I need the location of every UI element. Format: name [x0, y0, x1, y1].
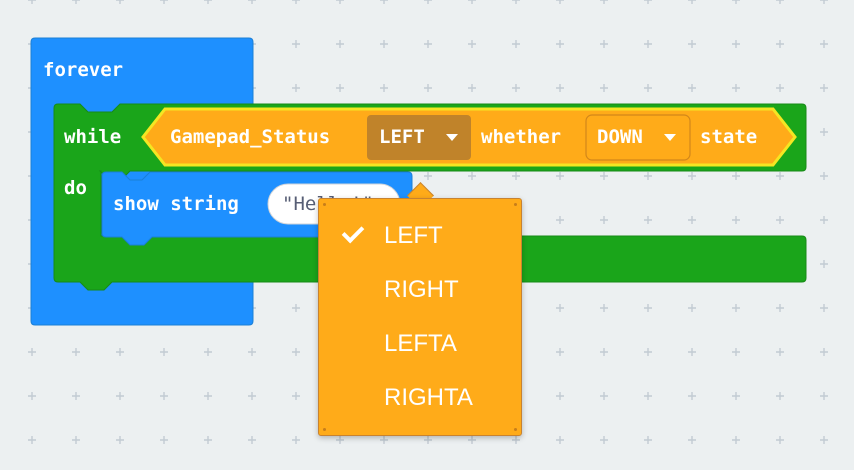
menu-item-righta[interactable]: RIGHTA: [319, 373, 521, 423]
gamepad-status-label: Gamepad_Status: [170, 126, 331, 148]
do-label: do: [64, 177, 87, 199]
menu-item-label: RIGHT: [384, 276, 459, 303]
state-label: state: [700, 126, 758, 148]
button-dropdown-arrow-icon[interactable]: [446, 134, 458, 141]
state-dropdown-field[interactable]: [585, 114, 691, 161]
dropdown-menu[interactable]: LEFT RIGHT LEFTA RIGHTA: [318, 198, 522, 436]
menu-item-label: LEFTA: [384, 330, 457, 357]
while-label: while: [64, 126, 122, 148]
checkmark-icon: [341, 220, 365, 244]
state-dropdown-arrow-icon[interactable]: [664, 134, 676, 141]
forever-label: forever: [43, 59, 124, 81]
menu-corner-dot: [514, 203, 517, 206]
menu-item-label: RIGHTA: [384, 384, 473, 411]
state-dropdown-value[interactable]: DOWN: [597, 126, 643, 148]
show-string-label: show string: [113, 193, 239, 215]
whether-label: whether: [481, 126, 562, 148]
menu-item-left[interactable]: LEFT: [319, 211, 521, 261]
menu-corner-dot: [514, 428, 517, 431]
menu-corner-dot: [323, 428, 326, 431]
menu-item-label: LEFT: [384, 222, 443, 249]
menu-item-lefta[interactable]: LEFTA: [319, 319, 521, 369]
button-dropdown-field[interactable]: [367, 115, 471, 160]
menu-corner-dot: [323, 203, 326, 206]
menu-item-right[interactable]: RIGHT: [319, 265, 521, 315]
button-dropdown-value[interactable]: LEFT: [379, 126, 425, 148]
